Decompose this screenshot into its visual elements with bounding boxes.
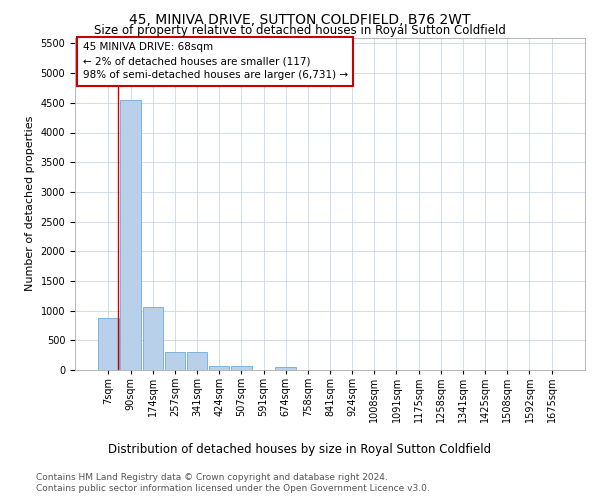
Y-axis label: Number of detached properties: Number of detached properties — [25, 116, 35, 292]
Text: Distribution of detached houses by size in Royal Sutton Coldfield: Distribution of detached houses by size … — [109, 442, 491, 456]
Text: Contains public sector information licensed under the Open Government Licence v3: Contains public sector information licen… — [36, 484, 430, 493]
Bar — [98, 318, 119, 370]
Text: Contains HM Land Registry data © Crown copyright and database right 2024.: Contains HM Land Registry data © Crown c… — [36, 472, 388, 482]
Bar — [143, 307, 163, 370]
Text: 45, MINIVA DRIVE, SUTTON COLDFIELD, B76 2WT: 45, MINIVA DRIVE, SUTTON COLDFIELD, B76 … — [129, 12, 471, 26]
Bar — [209, 366, 229, 370]
Text: Size of property relative to detached houses in Royal Sutton Coldfield: Size of property relative to detached ho… — [94, 24, 506, 37]
Bar — [275, 367, 296, 370]
Bar — [231, 366, 251, 370]
Text: 45 MINIVA DRIVE: 68sqm
← 2% of detached houses are smaller (117)
98% of semi-det: 45 MINIVA DRIVE: 68sqm ← 2% of detached … — [83, 42, 348, 80]
Bar — [121, 100, 141, 370]
Bar — [187, 352, 207, 370]
Bar — [164, 352, 185, 370]
